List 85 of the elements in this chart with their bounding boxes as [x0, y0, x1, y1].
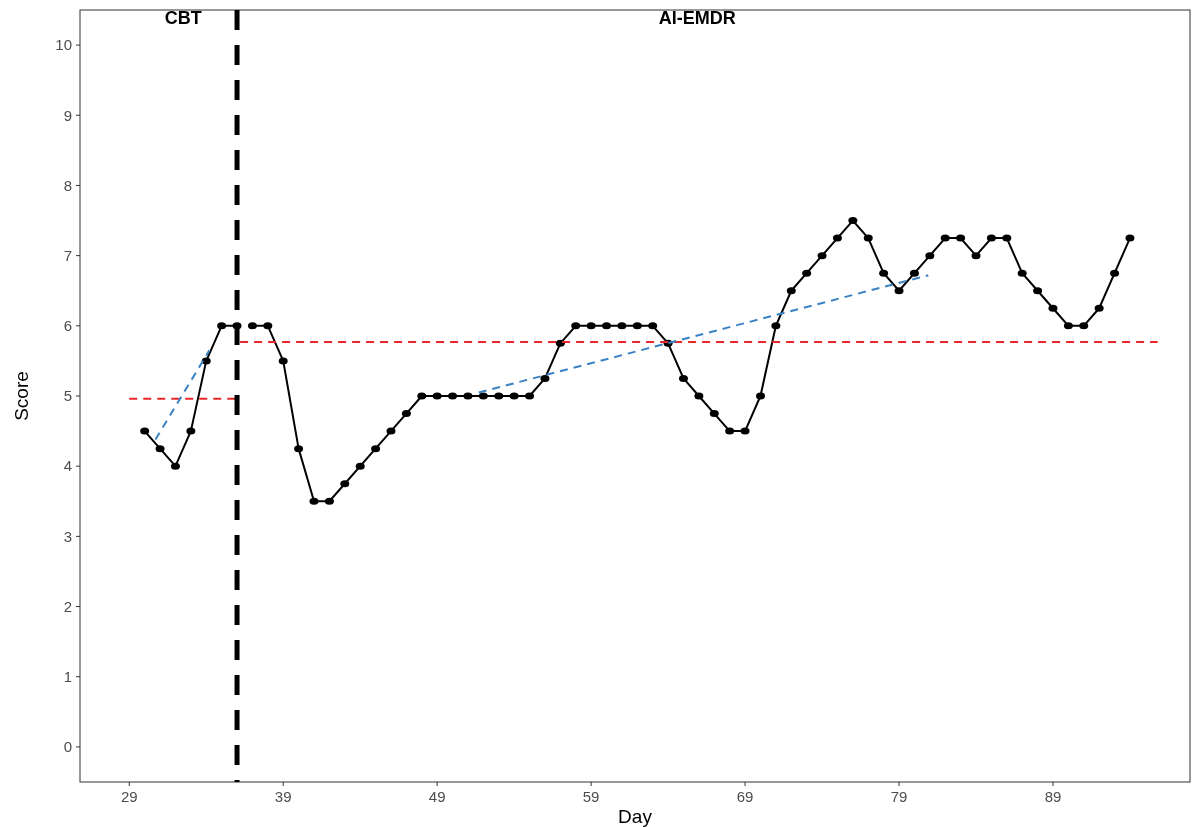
x-tick-label: 89 — [1044, 788, 1062, 805]
point — [802, 269, 812, 277]
point — [1002, 234, 1012, 242]
point — [725, 427, 735, 435]
y-tick-label: 7 — [63, 246, 72, 264]
point — [679, 374, 688, 382]
y-tick-label: 0 — [63, 738, 72, 756]
point — [755, 392, 765, 400]
point — [525, 392, 535, 400]
point — [309, 497, 319, 505]
point — [448, 392, 458, 400]
point — [648, 322, 658, 330]
y-tick-label: 10 — [55, 36, 72, 54]
point — [940, 234, 950, 242]
point — [217, 322, 227, 330]
point — [386, 427, 396, 435]
y-tick-label: 4 — [63, 457, 72, 475]
point — [371, 445, 381, 453]
point — [417, 392, 427, 400]
point — [478, 392, 488, 400]
point — [786, 287, 796, 295]
point — [909, 269, 919, 277]
y-tick-label: 3 — [63, 527, 72, 545]
point — [401, 410, 411, 418]
annotation: CBT — [164, 8, 202, 29]
point — [832, 234, 842, 242]
point — [986, 234, 996, 242]
point — [540, 374, 550, 382]
point — [740, 427, 750, 435]
point — [894, 287, 904, 295]
point — [278, 357, 288, 365]
point — [817, 252, 827, 260]
point — [925, 252, 935, 260]
point — [1110, 269, 1120, 277]
x-tick-label: 49 — [428, 788, 446, 805]
point — [771, 322, 781, 330]
point — [294, 445, 304, 453]
point — [971, 252, 981, 260]
point — [1094, 304, 1104, 312]
point — [1125, 234, 1135, 242]
point — [879, 269, 889, 277]
point — [463, 392, 473, 400]
point — [956, 234, 966, 242]
y-tick-label: 6 — [63, 317, 72, 335]
point — [432, 392, 442, 400]
x-axis-title: Day — [618, 806, 653, 827]
point — [509, 392, 519, 400]
y-tick-label: 9 — [63, 106, 72, 124]
point — [340, 480, 350, 488]
point — [863, 234, 873, 242]
point — [247, 322, 257, 330]
point — [1063, 322, 1073, 330]
point — [1048, 304, 1058, 312]
point — [201, 357, 211, 365]
y-tick-label: 5 — [63, 387, 72, 405]
point — [140, 427, 150, 435]
point — [848, 217, 858, 225]
y-axis-title: Score — [11, 371, 32, 421]
x-tick-label: 69 — [736, 788, 754, 805]
y-tick-label: 2 — [63, 597, 72, 615]
point — [709, 410, 719, 418]
x-tick-label: 59 — [582, 788, 600, 805]
point — [186, 427, 196, 435]
point — [263, 322, 273, 330]
annotation: AI-EMDR — [658, 8, 736, 29]
point — [155, 445, 165, 453]
x-tick-label: 39 — [274, 788, 292, 805]
point — [632, 322, 642, 330]
point — [170, 462, 180, 470]
y-tick-label: 1 — [63, 667, 72, 685]
x-tick-label: 29 — [120, 788, 138, 805]
point — [494, 392, 504, 400]
point — [324, 497, 334, 505]
point — [586, 322, 596, 330]
point — [355, 462, 365, 470]
point — [555, 339, 565, 347]
point — [1017, 269, 1027, 277]
point — [1079, 322, 1089, 330]
point — [1033, 287, 1043, 295]
x-tick-label: 79 — [890, 788, 908, 805]
y-tick-label: 8 — [63, 176, 72, 194]
point — [694, 392, 704, 400]
point — [571, 322, 581, 330]
point — [617, 322, 627, 330]
point — [602, 322, 612, 330]
